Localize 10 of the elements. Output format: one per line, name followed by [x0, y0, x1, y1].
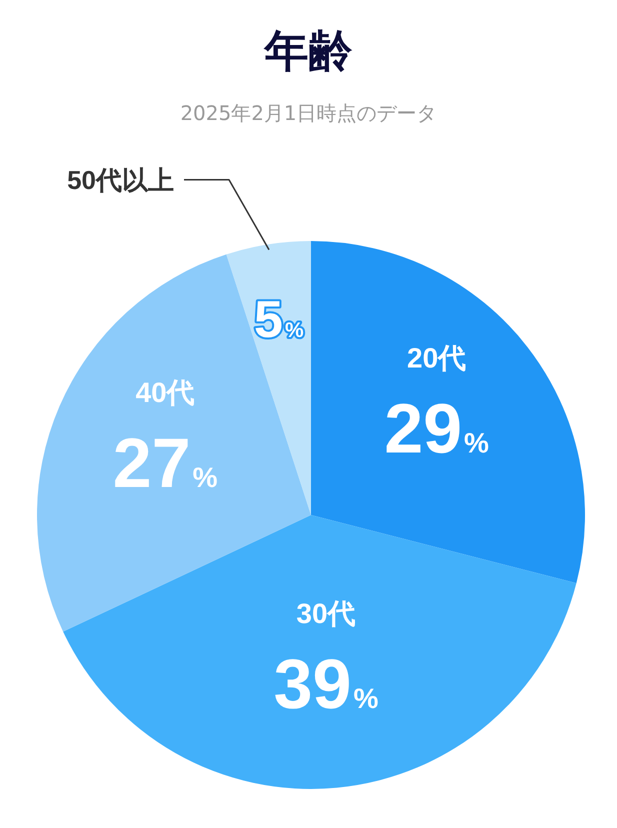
slice-label: 40代 [136, 376, 195, 408]
data-label: 27% [112, 424, 218, 502]
slice-label: 30代 [296, 598, 356, 630]
slice-label: 20代 [406, 342, 466, 374]
chart-subtitle: 2025年2月1日時点のデータ [179, 100, 438, 127]
data-label: 29% [384, 390, 490, 468]
data-label: 39% [274, 645, 378, 724]
slice-label: 50代以上 [67, 164, 174, 195]
chart-title: 年齢 [262, 25, 354, 79]
data-label: 5% [254, 291, 304, 350]
